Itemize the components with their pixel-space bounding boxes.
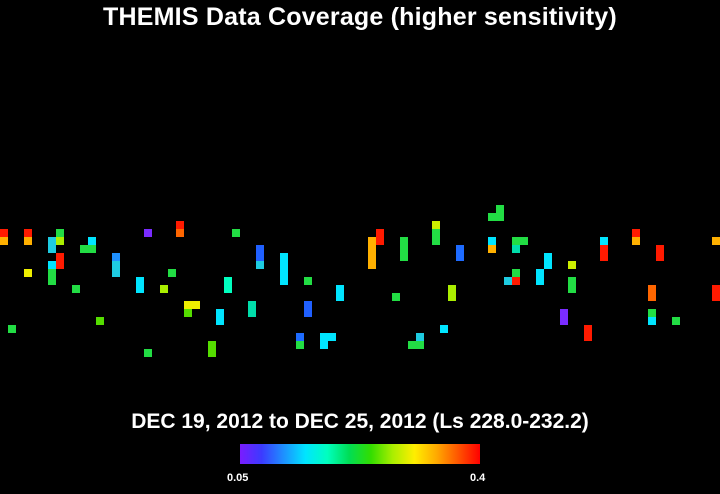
coverage-cell bbox=[48, 237, 56, 253]
coverage-cell bbox=[672, 317, 680, 325]
coverage-cell bbox=[408, 341, 424, 349]
coverage-cell bbox=[48, 269, 56, 285]
coverage-cell bbox=[176, 229, 184, 237]
colorbar-gradient bbox=[240, 444, 480, 464]
coverage-cell bbox=[648, 285, 656, 301]
coverage-cell bbox=[48, 261, 56, 269]
coverage-cell bbox=[712, 285, 720, 301]
coverage-cell bbox=[656, 245, 664, 261]
coverage-cell bbox=[568, 277, 576, 293]
coverage-cell bbox=[248, 301, 256, 317]
colorbar-min-label: 0.05 bbox=[227, 472, 249, 484]
coverage-cell bbox=[304, 277, 312, 285]
coverage-cell bbox=[712, 237, 720, 245]
coverage-cell bbox=[168, 269, 176, 277]
coverage-cell bbox=[56, 237, 64, 245]
coverage-cell bbox=[432, 237, 440, 245]
coverage-cell bbox=[488, 213, 504, 221]
coverage-cell bbox=[112, 261, 120, 277]
coverage-cell bbox=[560, 309, 568, 325]
coverage-cell bbox=[96, 317, 104, 325]
coverage-cell bbox=[496, 205, 504, 213]
coverage-cell bbox=[216, 309, 224, 325]
coverage-cell bbox=[648, 317, 656, 325]
coverage-cell bbox=[232, 229, 240, 237]
coverage-cell bbox=[400, 237, 408, 261]
coverage-cell bbox=[600, 245, 608, 261]
coverage-cell bbox=[376, 229, 384, 245]
coverage-cell bbox=[0, 237, 8, 245]
coverage-cell bbox=[488, 237, 496, 245]
coverage-cell bbox=[24, 269, 32, 277]
coverage-cell bbox=[584, 325, 592, 341]
coverage-cell bbox=[72, 285, 80, 293]
coverage-cell bbox=[448, 285, 456, 301]
coverage-cell bbox=[336, 285, 344, 301]
colorbar bbox=[240, 444, 480, 464]
coverage-cell bbox=[112, 253, 120, 261]
coverage-cell bbox=[368, 237, 376, 269]
coverage-cell bbox=[632, 237, 640, 245]
coverage-cell bbox=[328, 333, 336, 341]
coverage-cell bbox=[144, 349, 152, 357]
coverage-cell bbox=[440, 325, 448, 333]
coverage-cell bbox=[256, 261, 264, 269]
coverage-cell bbox=[144, 229, 152, 237]
date-range-label: DEC 19, 2012 to DEC 25, 2012 (Ls 228.0-2… bbox=[131, 410, 589, 433]
coverage-cell bbox=[632, 229, 640, 237]
coverage-cell bbox=[456, 245, 464, 261]
coverage-cell bbox=[304, 301, 312, 317]
coverage-cell bbox=[296, 341, 304, 349]
colorbar-max-label: 0.4 bbox=[470, 472, 486, 484]
coverage-cell bbox=[136, 277, 144, 293]
coverage-cell bbox=[80, 245, 96, 253]
coverage-cell bbox=[416, 333, 424, 341]
coverage-cell bbox=[512, 237, 528, 245]
coverage-cell bbox=[280, 253, 288, 285]
page-title: THEMIS Data Coverage (higher sensitivity… bbox=[103, 3, 617, 31]
coverage-cell bbox=[184, 309, 192, 317]
coverage-cell bbox=[208, 341, 216, 357]
coverage-cell bbox=[176, 221, 184, 229]
coverage-cell bbox=[536, 269, 544, 285]
coverage-cell bbox=[544, 253, 552, 269]
coverage-cell bbox=[392, 293, 400, 301]
coverage-cell bbox=[184, 301, 200, 309]
coverage-cell bbox=[296, 333, 304, 341]
coverage-cell bbox=[56, 253, 64, 269]
coverage-cell bbox=[488, 245, 496, 253]
coverage-cell bbox=[24, 237, 32, 245]
coverage-cell bbox=[568, 261, 576, 269]
coverage-cell bbox=[256, 245, 264, 261]
coverage-cell bbox=[432, 221, 440, 229]
coverage-cell bbox=[160, 285, 168, 293]
coverage-cell bbox=[320, 333, 328, 349]
coverage-cell bbox=[512, 277, 520, 285]
coverage-cell bbox=[8, 325, 16, 333]
coverage-cell bbox=[432, 229, 440, 237]
coverage-cell bbox=[648, 309, 656, 317]
coverage-cell bbox=[512, 269, 520, 277]
coverage-cell bbox=[224, 277, 232, 293]
coverage-cell bbox=[512, 245, 520, 253]
coverage-cell bbox=[504, 277, 512, 285]
coverage-cell bbox=[600, 237, 608, 245]
